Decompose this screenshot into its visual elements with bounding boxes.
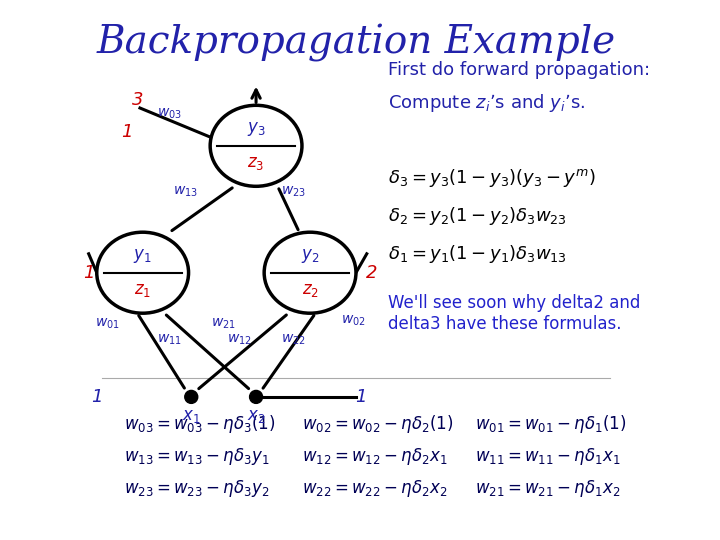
Text: $z_1$: $z_1$ [134, 281, 151, 299]
Text: $w_{23}$: $w_{23}$ [282, 185, 306, 199]
Text: $w_{22}$: $w_{22}$ [282, 333, 306, 347]
Ellipse shape [264, 232, 356, 313]
Circle shape [250, 390, 263, 403]
Ellipse shape [96, 232, 189, 313]
Text: $\delta_3 = y_3(1-y_3)(y_3 - y^m)$: $\delta_3 = y_3(1-y_3)(y_3 - y^m)$ [388, 167, 596, 189]
Text: We'll see soon why delta2 and
delta3 have these formulas.: We'll see soon why delta2 and delta3 hav… [388, 294, 641, 333]
Text: 1: 1 [356, 388, 367, 406]
Text: $w_{11}$: $w_{11}$ [157, 333, 182, 347]
Text: $\delta_1 = y_1(1-y_1)\delta_3 w_{13}$: $\delta_1 = y_1(1-y_1)\delta_3 w_{13}$ [388, 243, 567, 265]
Text: $w_{21}$: $w_{21}$ [211, 317, 236, 331]
Text: $z_3$: $z_3$ [248, 154, 265, 172]
Text: Compute $z_i$’s and $y_i$’s.: Compute $z_i$’s and $y_i$’s. [388, 92, 585, 113]
Text: $w_{02}$: $w_{02}$ [341, 314, 366, 328]
Text: $w_{03} = w_{03} - \eta\delta_3(1)$: $w_{03} = w_{03} - \eta\delta_3(1)$ [124, 413, 275, 435]
Text: 3: 3 [132, 91, 143, 109]
Text: $w_{12} = w_{12} - \eta\delta_2 x_1$: $w_{12} = w_{12} - \eta\delta_2 x_1$ [302, 446, 447, 467]
Text: 1: 1 [83, 264, 94, 282]
Text: 2: 2 [366, 264, 378, 282]
Text: 1: 1 [91, 388, 102, 406]
Text: $z_2$: $z_2$ [302, 281, 318, 299]
Text: $w_{03}$: $w_{03}$ [157, 106, 182, 120]
Text: $y_3$: $y_3$ [247, 120, 266, 138]
Text: $w_{02} = w_{02} - \eta\delta_2(1)$: $w_{02} = w_{02} - \eta\delta_2(1)$ [302, 413, 454, 435]
Text: $w_{01}$: $w_{01}$ [95, 317, 120, 331]
Text: $w_{12}$: $w_{12}$ [228, 333, 252, 347]
Text: Backpropagation Example: Backpropagation Example [96, 24, 616, 62]
Text: $w_{22} = w_{22} - \eta\delta_2 x_2$: $w_{22} = w_{22} - \eta\delta_2 x_2$ [302, 478, 447, 499]
Text: First do forward propagation:: First do forward propagation: [388, 61, 650, 79]
Text: 1: 1 [121, 123, 132, 141]
Text: $y_1$: $y_1$ [133, 247, 152, 265]
Text: $w_{21} = w_{21} - \eta\delta_1 x_2$: $w_{21} = w_{21} - \eta\delta_1 x_2$ [474, 478, 620, 499]
Text: $x_2$: $x_2$ [247, 407, 266, 425]
Text: $x_1$: $x_1$ [182, 407, 201, 425]
Text: $w_{13} = w_{13} - \eta\delta_3 y_1$: $w_{13} = w_{13} - \eta\delta_3 y_1$ [124, 446, 269, 467]
Text: $w_{01} = w_{01} - \eta\delta_1(1)$: $w_{01} = w_{01} - \eta\delta_1(1)$ [474, 413, 626, 435]
Ellipse shape [210, 105, 302, 186]
Text: $w_{23} = w_{23} - \eta\delta_3 y_2$: $w_{23} = w_{23} - \eta\delta_3 y_2$ [124, 478, 269, 499]
Text: $w_{11} = w_{11} - \eta\delta_1 x_1$: $w_{11} = w_{11} - \eta\delta_1 x_1$ [474, 446, 620, 467]
Circle shape [185, 390, 198, 403]
Text: $\delta_2 = y_2(1-y_2)\delta_3 w_{23}$: $\delta_2 = y_2(1-y_2)\delta_3 w_{23}$ [388, 205, 567, 227]
Text: $w_{13}$: $w_{13}$ [174, 185, 198, 199]
Text: $y_2$: $y_2$ [301, 247, 319, 265]
